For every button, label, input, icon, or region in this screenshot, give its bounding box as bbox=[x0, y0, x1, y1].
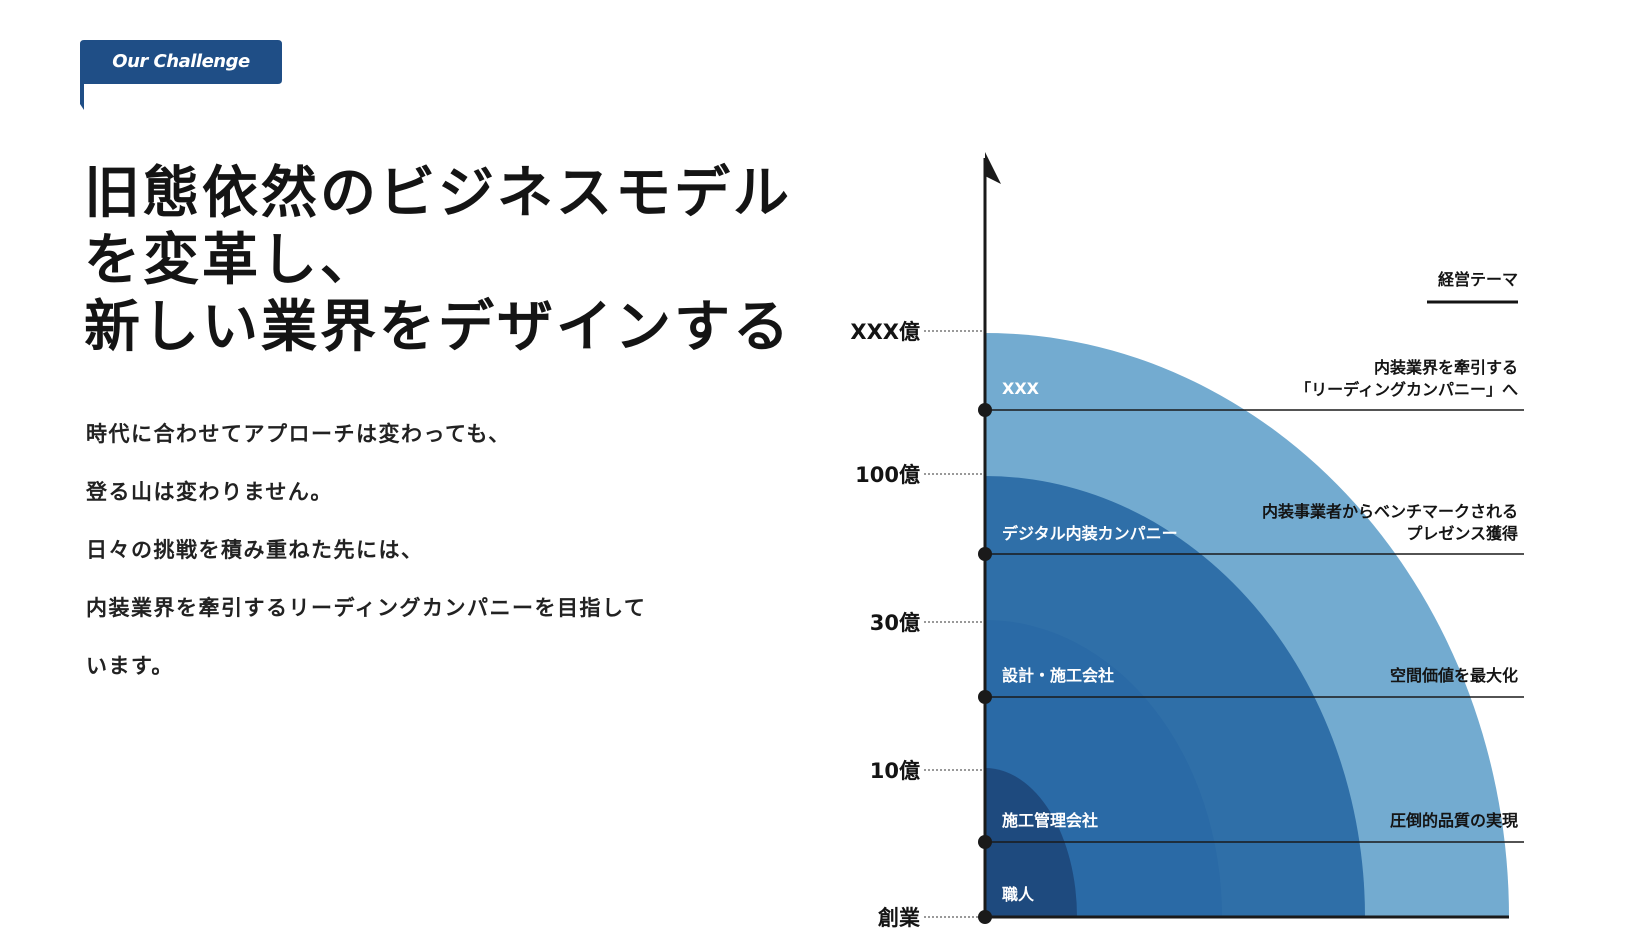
theme-line-3b: プレゼンス獲得 bbox=[1406, 524, 1518, 543]
badge-shape bbox=[80, 40, 282, 110]
theme-line-2: 空間価値を最大化 bbox=[1390, 666, 1518, 685]
theme-line-4b: 「リーディングカンパニー」へ bbox=[1295, 380, 1518, 399]
axis-dot-0 bbox=[978, 910, 992, 924]
body-line-5: います。 bbox=[86, 654, 174, 678]
badge-label: Our Challenge bbox=[112, 51, 250, 72]
revenue-label-1: 10億 bbox=[870, 759, 920, 783]
headline-line-1: 旧態依然のビジネスモデル bbox=[84, 161, 792, 226]
stage-label-1: 施工管理会社 bbox=[1002, 811, 1098, 830]
page-headline: 旧態依然のビジネスモデル を変革し、 新しい業界をデザインする bbox=[84, 160, 792, 361]
theme-line-1: 圧倒的品質の実現 bbox=[1390, 811, 1518, 830]
y-axis-arrow-icon bbox=[985, 152, 1001, 184]
axis-dot-1 bbox=[978, 835, 992, 849]
stage-label-0: 職人 bbox=[1002, 885, 1035, 904]
stage-label-3: デジタル内装カンパニー bbox=[1002, 524, 1178, 543]
body-line-2: 登る山は変わりません。 bbox=[86, 480, 333, 504]
revenue-label-2: 30億 bbox=[870, 611, 920, 635]
headline-line-3: 新しい業界をデザインする bbox=[84, 295, 792, 360]
revenue-label-3: 100億 bbox=[855, 463, 920, 487]
headline-line-2: を変革し、 bbox=[84, 228, 379, 293]
axis-dot-4 bbox=[978, 403, 992, 417]
axis-dot-2 bbox=[978, 690, 992, 704]
stage-label-4: XXX bbox=[1002, 379, 1040, 398]
theme-line-4a: 内装業界を牽引する bbox=[1374, 358, 1518, 377]
body-line-4: 内装業界を牽引するリーディングカンパニーを目指して bbox=[86, 596, 647, 620]
axis-dot-3 bbox=[978, 547, 992, 561]
revenue-label-4: XXX億 bbox=[850, 320, 920, 344]
revenue-label-0: 創業 bbox=[878, 906, 921, 930]
section-badge: Our Challenge bbox=[80, 40, 282, 110]
body-line-1: 時代に合わせてアプローチは変わっても、 bbox=[86, 422, 511, 446]
body-line-3: 日々の挑戦を積み重ねた先には、 bbox=[86, 538, 424, 562]
theme-header: 経営テーマ bbox=[1438, 270, 1518, 289]
stage-label-2: 設計・施工会社 bbox=[1002, 666, 1114, 685]
theme-line-3a: 内装事業者からベンチマークされる bbox=[1262, 502, 1518, 521]
body-paragraph: 時代に合わせてアプローチは変わっても、 登る山は変わりません。 日々の挑戦を積み… bbox=[86, 420, 646, 710]
